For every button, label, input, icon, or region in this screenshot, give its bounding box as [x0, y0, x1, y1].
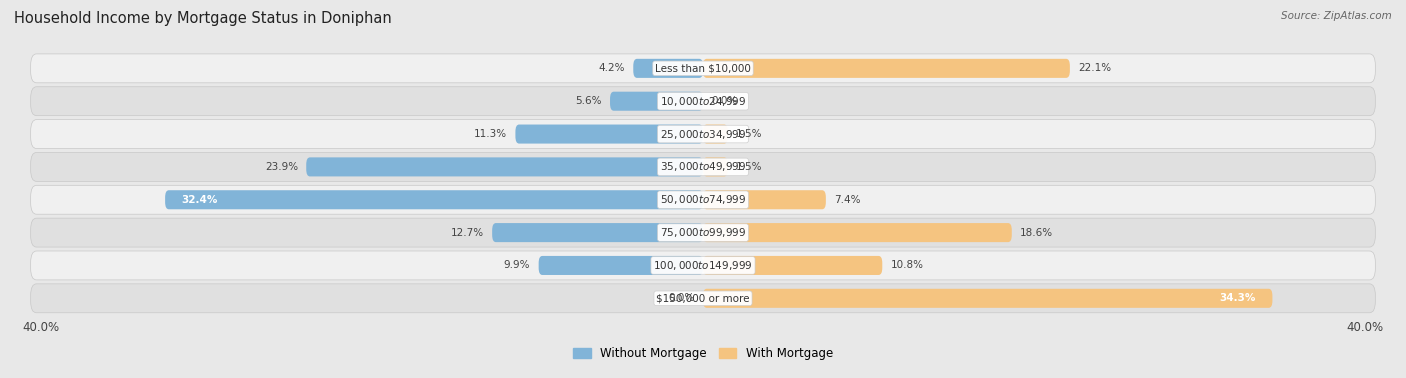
Text: 40.0%: 40.0%: [22, 321, 59, 334]
FancyBboxPatch shape: [31, 251, 1375, 280]
Text: 7.4%: 7.4%: [834, 195, 860, 205]
FancyBboxPatch shape: [538, 256, 703, 275]
FancyBboxPatch shape: [31, 54, 1375, 83]
FancyBboxPatch shape: [492, 223, 703, 242]
Text: Source: ZipAtlas.com: Source: ZipAtlas.com: [1281, 11, 1392, 21]
Text: 11.3%: 11.3%: [474, 129, 508, 139]
Text: $75,000 to $99,999: $75,000 to $99,999: [659, 226, 747, 239]
FancyBboxPatch shape: [31, 185, 1375, 214]
Text: $25,000 to $34,999: $25,000 to $34,999: [659, 127, 747, 141]
Text: 9.9%: 9.9%: [503, 260, 530, 270]
Text: 40.0%: 40.0%: [1347, 321, 1384, 334]
Text: Household Income by Mortgage Status in Doniphan: Household Income by Mortgage Status in D…: [14, 11, 392, 26]
FancyBboxPatch shape: [703, 157, 728, 177]
Text: $35,000 to $49,999: $35,000 to $49,999: [659, 160, 747, 174]
Text: 10.8%: 10.8%: [890, 260, 924, 270]
Text: 0.0%: 0.0%: [711, 96, 738, 106]
FancyBboxPatch shape: [703, 223, 1012, 242]
Text: 5.6%: 5.6%: [575, 96, 602, 106]
FancyBboxPatch shape: [610, 92, 703, 111]
FancyBboxPatch shape: [31, 284, 1375, 313]
Text: 22.1%: 22.1%: [1078, 64, 1111, 73]
FancyBboxPatch shape: [703, 190, 825, 209]
Text: 18.6%: 18.6%: [1021, 228, 1053, 238]
FancyBboxPatch shape: [31, 152, 1375, 181]
FancyBboxPatch shape: [703, 256, 883, 275]
FancyBboxPatch shape: [307, 157, 703, 177]
FancyBboxPatch shape: [633, 59, 703, 78]
FancyBboxPatch shape: [703, 124, 728, 144]
Text: 34.3%: 34.3%: [1219, 293, 1256, 303]
Text: $100,000 to $149,999: $100,000 to $149,999: [654, 259, 752, 272]
Text: 1.5%: 1.5%: [737, 129, 762, 139]
FancyBboxPatch shape: [703, 289, 1272, 308]
FancyBboxPatch shape: [31, 218, 1375, 247]
Text: 1.5%: 1.5%: [737, 162, 762, 172]
FancyBboxPatch shape: [31, 87, 1375, 116]
FancyBboxPatch shape: [703, 59, 1070, 78]
Legend: Without Mortgage, With Mortgage: Without Mortgage, With Mortgage: [568, 342, 838, 365]
Text: $50,000 to $74,999: $50,000 to $74,999: [659, 193, 747, 206]
FancyBboxPatch shape: [31, 119, 1375, 149]
Text: $150,000 or more: $150,000 or more: [657, 293, 749, 303]
FancyBboxPatch shape: [165, 190, 703, 209]
Text: 23.9%: 23.9%: [264, 162, 298, 172]
Text: 0.0%: 0.0%: [668, 293, 695, 303]
Text: Less than $10,000: Less than $10,000: [655, 64, 751, 73]
FancyBboxPatch shape: [516, 124, 703, 144]
Text: 4.2%: 4.2%: [599, 64, 626, 73]
Text: 12.7%: 12.7%: [451, 228, 484, 238]
Text: $10,000 to $24,999: $10,000 to $24,999: [659, 95, 747, 108]
Text: 32.4%: 32.4%: [181, 195, 218, 205]
